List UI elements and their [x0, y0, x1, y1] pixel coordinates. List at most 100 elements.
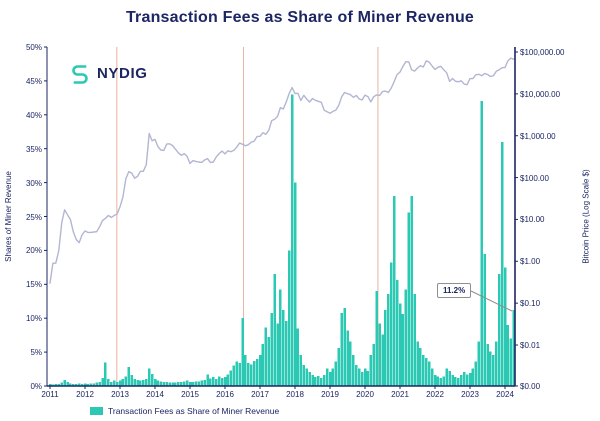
fee-share-bar	[220, 377, 224, 386]
right-axis-tick-label: $100,000.00	[520, 48, 565, 57]
fee-share-bar	[477, 341, 480, 386]
x-axis-tick-label: 2019	[321, 390, 339, 399]
fee-share-bar	[226, 374, 230, 386]
fee-share-bar	[357, 368, 361, 386]
fee-share-bar	[255, 358, 259, 386]
fee-share-bar	[483, 253, 486, 386]
fee-share-bar	[433, 375, 437, 386]
fee-share-bar	[360, 371, 364, 386]
fee-share-bar	[77, 383, 81, 386]
fee-share-bar	[200, 380, 203, 386]
fee-share-bar	[235, 361, 238, 386]
fee-share-bar	[63, 379, 66, 386]
fee-share-bar	[270, 312, 273, 386]
fee-share-bar	[355, 364, 358, 386]
fee-share-bar	[191, 381, 195, 386]
fee-share-bar	[422, 354, 425, 386]
fee-share-bar	[130, 375, 133, 386]
fee-share-bar	[346, 330, 349, 386]
chart-title: Transaction Fees as Share of Miner Reven…	[125, 9, 475, 26]
fee-share-bar	[503, 267, 507, 386]
fee-share-bar	[413, 293, 416, 386]
fee-share-bar	[180, 381, 183, 386]
fee-share-bar	[110, 381, 113, 386]
fee-share-bar	[328, 371, 332, 386]
fee-share-bar	[404, 289, 408, 386]
fee-share-bar	[302, 364, 305, 386]
right-axis-tick-label: $0.00	[520, 382, 541, 391]
fee-share-bar	[375, 291, 378, 386]
fee-share-bar	[107, 379, 110, 386]
fee-share-bar	[401, 314, 405, 386]
fee-share-bar	[171, 382, 174, 386]
fee-share-bar	[285, 320, 288, 386]
left-axis-tick-label: 20%	[25, 246, 42, 256]
legend: Transaction Fees as Share of Miner Reven…	[90, 406, 279, 416]
fee-share-bar	[247, 362, 250, 386]
nydig-logo-text: NYDIG	[97, 64, 148, 82]
fee-share-bar	[445, 368, 448, 386]
x-axis-tick-label: 2016	[216, 390, 234, 399]
fee-share-bar	[194, 381, 198, 386]
fee-share-bar	[92, 383, 95, 386]
fee-share-bar	[369, 354, 373, 386]
fee-share-bar	[142, 379, 145, 386]
fee-share-bar	[276, 323, 279, 386]
fee-share-bar	[320, 377, 323, 386]
right-axis-tick-label: $1,000.00	[520, 131, 556, 141]
fee-share-bar	[480, 101, 483, 387]
x-axis-tick-label: 2017	[251, 390, 269, 399]
fee-share-bar	[261, 343, 265, 386]
fee-share-bar	[244, 354, 247, 386]
nydig-logo-icon	[72, 65, 88, 84]
fee-share-bar	[159, 381, 163, 386]
fee-share-bar	[337, 348, 340, 386]
fee-share-bar	[290, 94, 294, 387]
fee-share-bar	[147, 368, 151, 386]
fee-share-bar	[349, 341, 352, 386]
fee-share-bar	[460, 375, 463, 386]
fee-share-bar	[489, 351, 492, 386]
fee-share-bar	[462, 371, 466, 386]
fee-share-bar	[430, 368, 434, 386]
fee-share-bar	[250, 364, 253, 386]
x-axis-tick-label: 2012	[76, 390, 94, 399]
fee-share-bar	[279, 289, 282, 386]
fee-share-bar	[86, 383, 90, 386]
fee-share-bar	[98, 381, 101, 386]
fee-share-bar	[203, 379, 206, 386]
latest-value-callout: 11.2%	[437, 283, 472, 298]
left-axis-tick-label: 10%	[25, 314, 42, 324]
fee-share-bar	[252, 360, 256, 386]
fee-share-bar	[398, 303, 402, 386]
fee-share-bar	[264, 327, 268, 386]
fee-share-bar	[69, 383, 72, 386]
fee-share-bar	[322, 375, 326, 386]
fee-share-bar	[72, 383, 75, 386]
fee-share-bar	[506, 324, 510, 386]
fee-share-bar	[95, 382, 98, 386]
fee-share-bar	[331, 368, 335, 386]
fee-share-bar	[89, 383, 93, 386]
fee-share-bar	[340, 312, 343, 386]
fee-share-bar	[468, 373, 472, 386]
fee-share-bar	[267, 337, 270, 386]
fee-share-bar	[471, 368, 475, 386]
fee-share-bar	[273, 274, 276, 386]
fee-share-bar	[454, 377, 457, 386]
left-axis-tick-label: 0%	[30, 382, 42, 391]
fee-share-bar	[57, 383, 60, 386]
x-axis-tick-label: 2014	[146, 390, 164, 399]
fee-share-bar	[451, 375, 454, 386]
fee-share-bar	[206, 374, 209, 386]
left-axis-tick-label: 25%	[25, 212, 42, 222]
left-axis-tick-label: 15%	[25, 280, 42, 290]
fee-share-bar	[392, 196, 396, 386]
fee-share-bar	[212, 377, 215, 386]
fee-share-bar	[427, 361, 431, 386]
fee-share-bar	[150, 373, 154, 386]
x-axis-tick-label: 2024	[496, 390, 514, 399]
fee-share-bar	[133, 379, 136, 386]
